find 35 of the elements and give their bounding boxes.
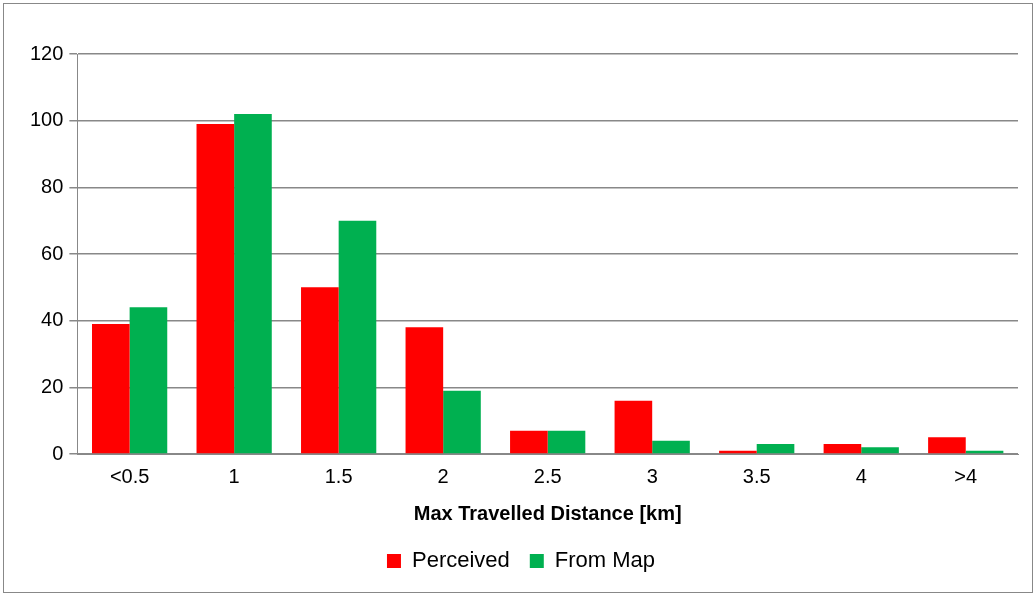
legend-label: From Map (554, 547, 656, 573)
bar (928, 437, 966, 454)
bar (196, 124, 235, 454)
y-tick-label: 80 (41, 174, 64, 197)
y-tick-label: 60 (41, 241, 64, 264)
x-tick-label: 1.5 (324, 464, 353, 487)
x-tick-label: 3.5 (742, 464, 771, 487)
bar (510, 430, 548, 454)
x-tick-label: >4 (954, 464, 978, 487)
bar (756, 444, 795, 454)
bar (92, 324, 130, 454)
y-tick-label: 40 (41, 308, 64, 331)
x-tick-label: 4 (855, 464, 867, 487)
bar (652, 440, 690, 454)
bar (234, 114, 272, 454)
bar (861, 447, 899, 454)
y-tick-label: 100 (29, 108, 64, 131)
x-tick-label: <0.5 (109, 464, 150, 487)
bar (614, 400, 653, 454)
bar (301, 287, 339, 454)
y-tick-label: 0 (52, 441, 64, 464)
x-axis-title: Max Travelled Distance [km] (413, 501, 682, 524)
x-tick-label: 2.5 (533, 464, 562, 487)
x-tick-label: 1 (228, 464, 240, 487)
bar (443, 390, 481, 454)
bar (405, 327, 444, 454)
legend-label: Perceived (411, 547, 510, 573)
bar (129, 307, 168, 454)
bar (547, 430, 586, 454)
y-tick-label: 120 (29, 41, 64, 64)
bar (823, 444, 862, 454)
y-tick-label: 20 (41, 374, 64, 397)
x-tick-label: 3 (646, 464, 658, 487)
bar (338, 220, 377, 454)
x-tick-label: 2 (437, 464, 449, 487)
